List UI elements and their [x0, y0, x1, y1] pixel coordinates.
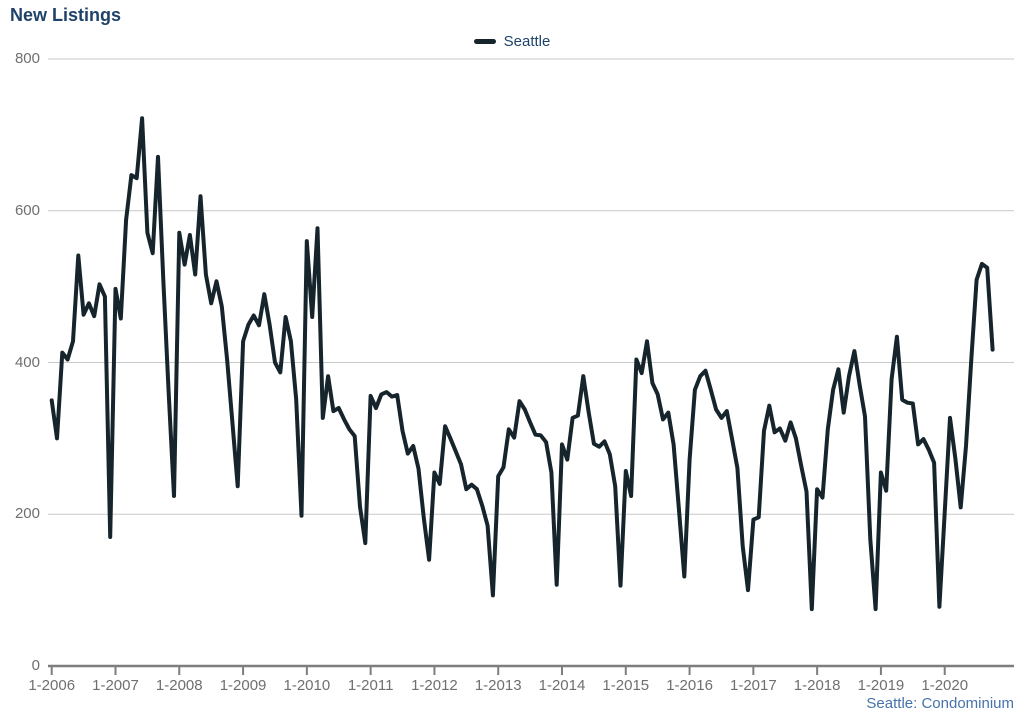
x-tick-label-1-2006: 1-2006 — [28, 677, 76, 694]
x-tick-label-1-2010: 1-2010 — [283, 677, 331, 694]
x-tick-label-1-2019: 1-2019 — [857, 677, 905, 694]
x-tick-label-1-2008: 1-2008 — [155, 677, 203, 694]
series-line-seattle — [49, 116, 995, 612]
y-tick-label-200: 200 — [14, 505, 40, 523]
chart-footnote: Seattle: Condominium — [866, 695, 1014, 712]
y-tick-label-0: 0 — [31, 657, 40, 674]
x-tick-label-1-2018: 1-2018 — [793, 677, 841, 694]
legend-item-seattle[interactable]: Seattle — [503, 33, 551, 50]
legend-line-swatch-icon — [473, 39, 496, 44]
x-tick-label-1-2007: 1-2007 — [92, 677, 139, 694]
y-tick-label-800: 800 — [14, 50, 40, 67]
x-tick-label-1-2013: 1-2013 — [474, 677, 522, 694]
x-tick-label-1-2009: 1-2009 — [219, 677, 267, 694]
y-tick-label-600: 600 — [14, 201, 40, 219]
x-tick-label-1-2011: 1-2011 — [347, 677, 394, 694]
page-title: New Listings — [10, 5, 122, 25]
x-tick-label-1-2014: 1-2014 — [538, 677, 586, 694]
x-tick-label-1-2016: 1-2016 — [666, 677, 713, 694]
legend: Seattle — [0, 33, 1024, 50]
x-tick-label-1-2020: 1-2020 — [921, 677, 969, 694]
x-tick-label-1-2012: 1-2012 — [411, 677, 458, 694]
x-tick-label-1-2015: 1-2015 — [602, 677, 650, 694]
y-tick-label-400: 400 — [14, 353, 40, 371]
x-tick-label-1-2017: 1-2017 — [729, 677, 777, 694]
